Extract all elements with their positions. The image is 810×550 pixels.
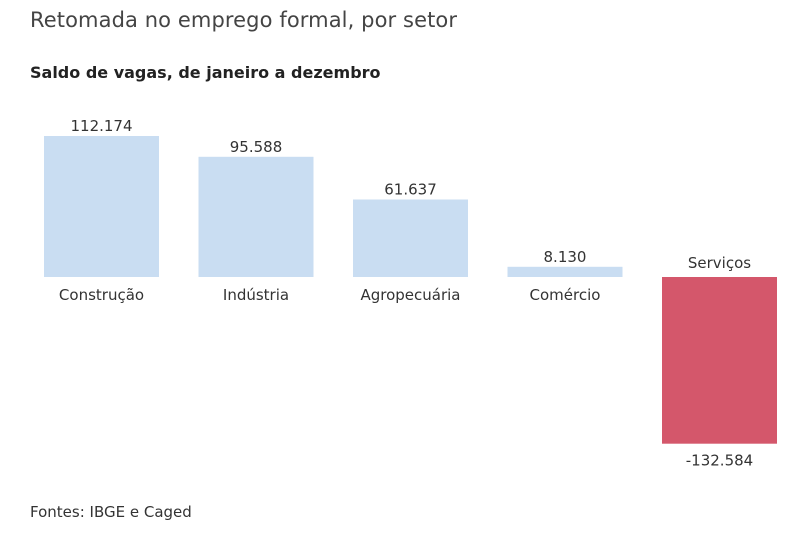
source-note: Fontes: IBGE e Caged [30, 503, 192, 521]
category-label-construcao: Construção [59, 286, 144, 304]
value-label-industria: 95.588 [230, 138, 283, 156]
bar-industria [198, 156, 314, 277]
category-label-comercio: Comércio [530, 286, 601, 304]
value-label-construcao: 112.174 [70, 117, 132, 135]
bar-agropecuaria [353, 199, 468, 277]
value-label-servicos: -132.584 [686, 452, 753, 470]
chart-title: Retomada no emprego formal, por setor [30, 8, 458, 32]
category-label-servicos: Serviços [688, 254, 751, 272]
value-label-comercio: 8.130 [544, 248, 587, 266]
chart-subtitle: Saldo de vagas, de janeiro a dezembro [30, 63, 381, 82]
bar-comercio [507, 266, 623, 277]
value-label-agropecuaria: 61.637 [384, 181, 437, 199]
bar-construcao [44, 136, 159, 277]
category-label-industria: Indústria [223, 286, 289, 304]
category-label-agropecuaria: Agropecuária [360, 286, 460, 304]
bar-servicos [662, 277, 777, 444]
